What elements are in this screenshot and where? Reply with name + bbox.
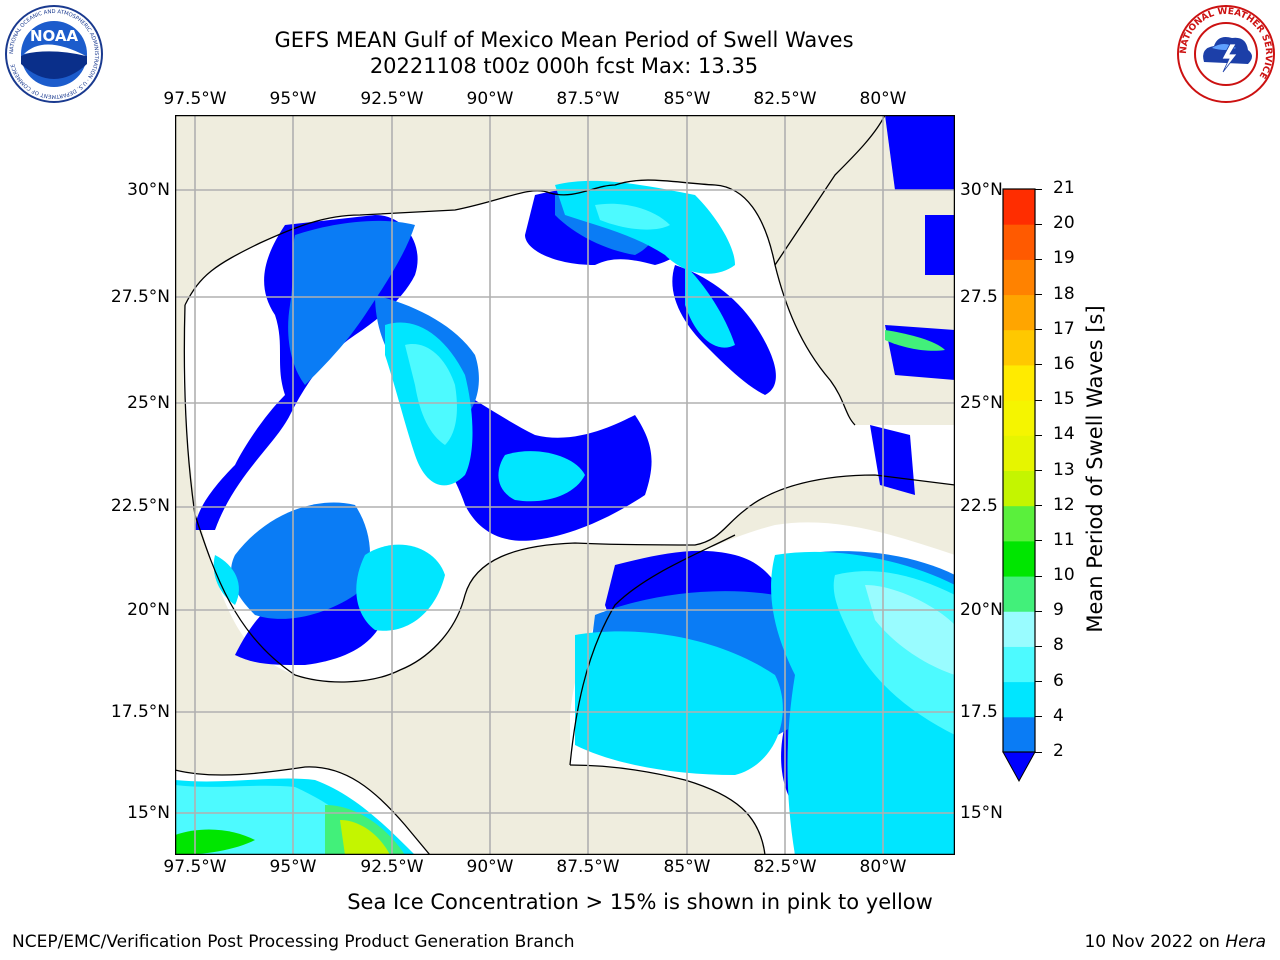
lat-label-right: 22.5 xyxy=(960,496,998,516)
swell-band-8-9 xyxy=(865,585,955,675)
colorbar-tick-label: 20 xyxy=(1053,213,1075,234)
sea-ice-note: Sea Ice Concentration > 15% is shown in … xyxy=(347,890,933,914)
map-title: GEFS MEAN Gulf of Mexico Mean Period of … xyxy=(274,28,854,52)
colorbar-segment xyxy=(1003,364,1035,401)
colorbar-tick-mark xyxy=(1035,223,1042,225)
colorbar-tick-mark xyxy=(1035,540,1042,542)
colorbar-tick-label: 18 xyxy=(1053,283,1075,304)
colorbar-segment xyxy=(1003,259,1035,296)
colorbar-tick-mark xyxy=(1035,645,1042,647)
map-frame xyxy=(175,115,955,855)
colorbar-segment xyxy=(1003,435,1035,471)
noaa-logo-text: NOAA xyxy=(30,27,79,45)
lat-label-left: 20°N xyxy=(127,600,170,620)
colorbar-segments xyxy=(1003,189,1035,753)
colorbar-tick-mark xyxy=(1035,751,1042,753)
lat-label-right: 25°N xyxy=(960,393,1003,413)
graticule xyxy=(175,115,955,855)
lat-label-left: 27.5°N xyxy=(110,287,170,307)
lat-label-right: 20°N xyxy=(960,600,1003,620)
colorbar-tick-mark xyxy=(1035,575,1042,577)
colorbar-tick-mark xyxy=(1035,505,1042,507)
colorbar-tick-label: 11 xyxy=(1053,529,1075,550)
colorbar-tick-mark xyxy=(1035,681,1042,683)
colorbar xyxy=(1002,188,1036,783)
colorbar-title: Mean Period of Swell Waves [s] xyxy=(1083,305,1107,633)
colorbar-segment xyxy=(1003,716,1035,753)
colorbar-tick-mark xyxy=(1035,188,1042,190)
lon-label-bottom: 87.5°W xyxy=(556,857,620,877)
map-panel xyxy=(175,115,955,855)
colorbar-tick-mark xyxy=(1035,399,1042,401)
colorbar-segment xyxy=(1003,224,1035,260)
colorbar-tick-mark xyxy=(1035,329,1042,331)
colorbar-segment xyxy=(1003,470,1035,507)
colorbar-tick-label: 14 xyxy=(1053,424,1075,445)
colorbar-tick-label: 4 xyxy=(1053,705,1064,726)
nws-logo: NATIONAL WEATHER SERVICE xyxy=(1177,5,1275,103)
footer-right: 10 Nov 2022 on Hera xyxy=(1084,932,1266,952)
lon-label-top: 92.5°W xyxy=(360,89,424,109)
colorbar-tick-mark xyxy=(1035,716,1042,718)
colorbar-segment xyxy=(1003,646,1035,683)
footer-left: NCEP/EMC/Verification Post Processing Pr… xyxy=(12,932,575,952)
colorbar-extend-triangle xyxy=(1002,751,1036,783)
lon-label-top: 95°W xyxy=(269,89,317,109)
lon-label-bottom: 95°W xyxy=(269,857,317,877)
colorbar-tick-label: 17 xyxy=(1053,318,1075,339)
lat-label-left: 17.5°N xyxy=(110,702,170,722)
colorbar-tick-label: 12 xyxy=(1053,494,1075,515)
colorbar-tick-mark xyxy=(1035,434,1042,436)
colorbar-segment xyxy=(1003,540,1035,577)
colorbar-tick-mark xyxy=(1035,364,1042,366)
lon-label-bottom: 80°W xyxy=(859,857,907,877)
coastlines xyxy=(175,115,955,855)
colorbar-segment xyxy=(1003,294,1035,331)
lon-label-top: 82.5°W xyxy=(753,89,817,109)
lon-label-bottom: 82.5°W xyxy=(753,857,817,877)
lat-label-left: 22.5°N xyxy=(110,496,170,516)
colorbar-tick-label: 13 xyxy=(1053,459,1075,480)
colorbar-tick-label: 16 xyxy=(1053,353,1075,374)
lat-label-right: 17.5 xyxy=(960,702,998,722)
colorbar-tick-label: 8 xyxy=(1053,635,1064,656)
colorbar-segment xyxy=(1003,505,1035,542)
colorbar-tick-label: 19 xyxy=(1053,248,1075,269)
colorbar-tick-label: 15 xyxy=(1053,389,1075,410)
colorbar-tick-label: 2 xyxy=(1053,741,1064,761)
footer-host: Hera xyxy=(1225,932,1266,952)
colorbar-segment xyxy=(1003,611,1035,647)
lon-label-top: 85°W xyxy=(663,89,711,109)
colorbar-segment xyxy=(1003,400,1035,436)
lon-label-bottom: 97.5°W xyxy=(163,857,227,877)
lat-label-left: 15°N xyxy=(127,803,170,823)
lon-label-top: 97.5°W xyxy=(163,89,227,109)
lat-label-right: 30°N xyxy=(960,180,1003,200)
lon-label-top: 87.5°W xyxy=(556,89,620,109)
map-subtitle: 20221108 t00z 000h fcst Max: 13.35 xyxy=(369,54,759,78)
lat-label-right: 27.5 xyxy=(960,287,998,307)
colorbar-tick-label: 6 xyxy=(1053,670,1064,691)
colorbar-tick-mark xyxy=(1035,294,1042,296)
colorbar-segment xyxy=(1003,576,1035,612)
colorbar-tick-label: 21 xyxy=(1053,178,1075,198)
noaa-logo: NOAA NATIONAL OCEANIC AND ATMOSPHERIC AD… xyxy=(5,5,103,103)
colorbar-tick-label: 9 xyxy=(1053,600,1064,621)
colorbar-tick-mark xyxy=(1035,258,1042,260)
lat-label-left: 25°N xyxy=(127,393,170,413)
colorbar-tick-mark xyxy=(1035,470,1042,471)
colorbar-segment xyxy=(1003,189,1035,225)
lon-label-top: 90°W xyxy=(466,89,514,109)
lon-label-bottom: 85°W xyxy=(663,857,711,877)
colorbar-tick-mark xyxy=(1035,610,1042,612)
lat-label-left: 30°N xyxy=(127,180,170,200)
colorbar-segment xyxy=(1003,329,1035,366)
footer-date: 10 Nov 2022 on xyxy=(1084,932,1220,952)
lon-label-bottom: 92.5°W xyxy=(360,857,424,877)
lon-label-bottom: 90°W xyxy=(466,857,514,877)
lat-label-right: 15°N xyxy=(960,803,1003,823)
colorbar-segment xyxy=(1003,681,1035,718)
lon-label-top: 80°W xyxy=(859,89,907,109)
colorbar-tick-label: 10 xyxy=(1053,565,1075,586)
